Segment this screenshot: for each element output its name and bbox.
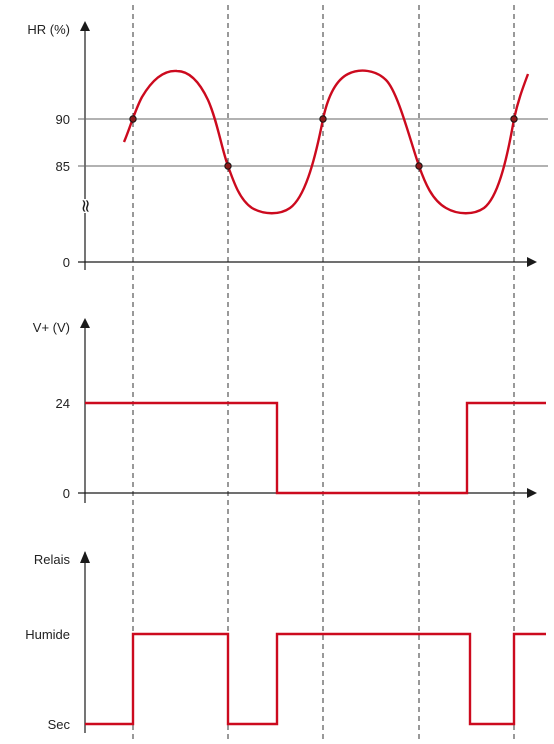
crossing-point-1: [129, 115, 137, 123]
voltage-tick-24: 24: [56, 396, 70, 411]
crossing-point-4: [415, 162, 423, 170]
humidity-curve: [122, 69, 530, 215]
relay-tick-sec: Sec: [48, 717, 71, 732]
humidity-tick-85: 85: [56, 159, 70, 174]
axis-break-gap: [80, 199, 90, 213]
humidity-tick-90: 90: [56, 112, 70, 127]
voltage-tick-0: 0: [63, 486, 70, 501]
voltage-panel: V+ (V) 24 0: [33, 318, 546, 503]
crossing-point-2: [224, 162, 232, 170]
crossing-point-5: [510, 115, 518, 123]
relay-tick-humide: Humide: [25, 627, 70, 642]
relay-y-axis-arrow: [80, 551, 90, 563]
relay-panel: Relais Humide Sec: [25, 551, 546, 733]
humidity-panel: HR (%) 90 85 0 ≈: [27, 21, 548, 270]
axis-break-symbol: ≈: [75, 198, 96, 213]
voltage-axis-title: V+ (V): [33, 320, 70, 335]
event-guides: [132, 5, 515, 742]
crossing-point-3: [319, 115, 327, 123]
relay-signal: [85, 632, 546, 726]
humidity-tick-0: 0: [63, 255, 70, 270]
humidity-axis-title: HR (%): [27, 22, 70, 37]
voltage-signal: [85, 401, 546, 495]
relay-axis-title: Relais: [34, 552, 71, 567]
